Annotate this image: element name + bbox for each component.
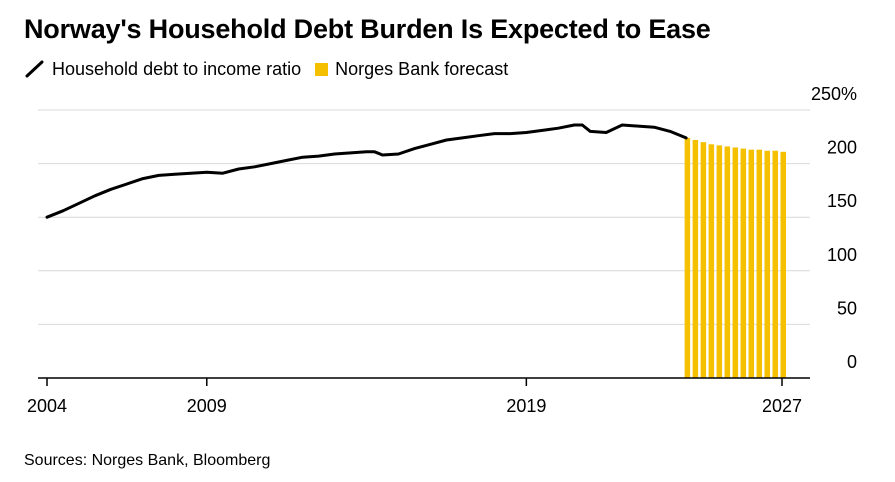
forecast-bar — [724, 146, 731, 378]
x-tick-label: 2004 — [27, 396, 67, 416]
forecast-bar — [764, 150, 771, 378]
legend: Household debt to income ratio Norges Ba… — [24, 58, 522, 80]
y-tick-label: 50 — [837, 298, 857, 318]
y-tick-label: 250% — [811, 84, 857, 104]
legend-line-label: Household debt to income ratio — [52, 58, 302, 79]
source-note: Sources: Norges Bank, Bloomberg — [24, 452, 271, 469]
forecast-bar — [780, 151, 786, 378]
y-tick-label: 100 — [827, 245, 857, 265]
forecast-bar — [740, 148, 747, 378]
forecast-bar — [692, 140, 699, 378]
chart-title: Norway's Household Debt Burden Is Expect… — [24, 14, 711, 44]
y-tick-label: 200 — [827, 138, 857, 158]
debt-ratio-line — [45, 123, 688, 219]
line-series-icon — [25, 60, 44, 78]
forecast-bar — [700, 142, 707, 378]
forecast-bar — [684, 137, 691, 378]
legend-bar-label: Norges Bank forecast — [335, 58, 509, 79]
forecast-bar — [708, 144, 715, 378]
y-tick-label: 0 — [847, 352, 857, 372]
forecast-bar — [756, 149, 763, 378]
forecast-bar — [772, 150, 779, 378]
x-tick-label: 2019 — [506, 396, 546, 416]
legend-item-line: Household debt to income ratio — [24, 58, 301, 80]
forecast-bar — [748, 149, 755, 378]
forecast-bar — [716, 145, 723, 378]
x-tick-label: 2027 — [762, 396, 802, 416]
y-tick-label: 150 — [827, 191, 857, 211]
forecast-bar — [732, 147, 739, 378]
forecast-swatch-icon — [315, 62, 329, 76]
legend-item-bar: Norges Bank forecast — [315, 59, 508, 80]
x-tick-label: 2009 — [187, 396, 227, 416]
